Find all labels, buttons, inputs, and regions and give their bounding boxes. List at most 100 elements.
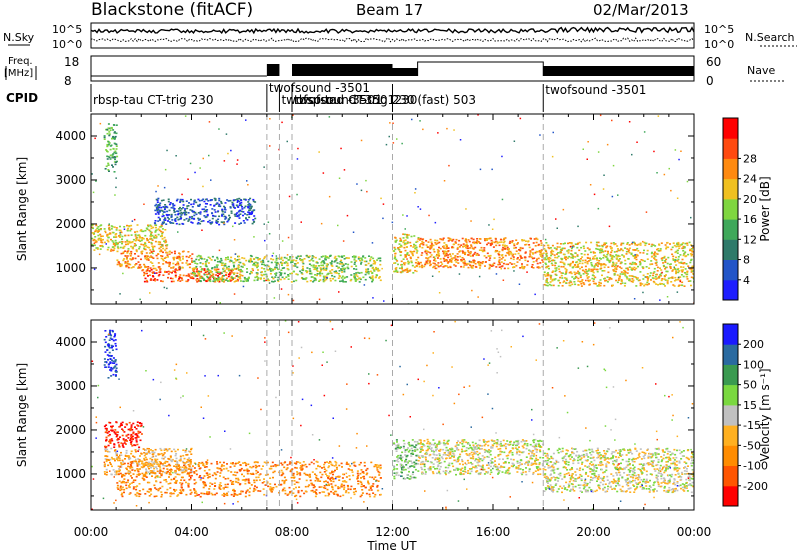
echo-cell [400, 240, 403, 242]
echo-cell [571, 283, 574, 286]
echo-cell [596, 259, 599, 261]
echo-cell [374, 464, 377, 466]
echo-cell [292, 259, 295, 261]
echo-cell [161, 280, 164, 283]
echo-cell [289, 257, 291, 259]
echo-cell [162, 274, 165, 276]
echo-cell [455, 242, 457, 244]
echo-cell [190, 474, 193, 477]
echo-cell [598, 259, 601, 262]
echo-cell [142, 464, 145, 467]
echo-cell [311, 471, 314, 473]
echo-cell [591, 265, 594, 267]
echo-cell [118, 241, 121, 243]
echo-cell [136, 224, 139, 226]
echo-cell [135, 495, 138, 497]
echo-cell [281, 264, 283, 266]
echo-cell [659, 267, 661, 269]
echo-cell [315, 493, 318, 495]
echo-cell [429, 260, 432, 262]
echo-cell [263, 478, 265, 480]
echo-cell [424, 263, 427, 266]
echo-cell [256, 257, 259, 259]
echo-cell [673, 259, 676, 261]
echo-cell [605, 242, 608, 244]
echo-cell [466, 245, 469, 248]
echo-cell [344, 267, 347, 270]
echo-cell [91, 173, 93, 175]
echo-cell [280, 258, 283, 260]
echo-cell [143, 459, 146, 461]
echo-cell [609, 253, 612, 256]
echo-cell [130, 267, 133, 269]
echo-cell [106, 448, 109, 451]
echo-cell [283, 487, 286, 489]
echo-cell [232, 278, 234, 280]
echo-cell [603, 284, 606, 287]
echo-cell [122, 463, 125, 465]
echo-cell [680, 274, 683, 276]
echo-cell [150, 238, 153, 240]
echo-cell [272, 258, 275, 261]
echo-cell [546, 284, 549, 287]
echo-cell [127, 455, 130, 458]
echo-cell [179, 209, 182, 212]
echo-cell [403, 263, 406, 266]
echo-cell [181, 262, 184, 264]
echo-cell [120, 454, 123, 456]
echo-cell [528, 244, 531, 246]
echo-cell [414, 269, 417, 272]
echo-cell [121, 459, 124, 462]
echo-cell [587, 141, 589, 143]
echo-cell [177, 279, 179, 282]
echo-cell [271, 269, 274, 272]
echo-cell [180, 217, 182, 220]
echo-cell [148, 481, 151, 484]
colorbar-segment [723, 198, 738, 220]
colorbar-segment [723, 118, 738, 139]
echo-cell [105, 336, 108, 338]
echo-cell [531, 248, 534, 251]
echo-cell [411, 264, 414, 267]
echo-cell [155, 466, 157, 468]
echo-cell [661, 278, 664, 280]
echo-cell [413, 245, 416, 247]
echo-cell [448, 237, 451, 240]
echo-cell [456, 253, 459, 255]
echo-cell [162, 206, 165, 208]
echo-cell [686, 180, 689, 183]
echo-cell [111, 429, 114, 432]
echo-cell [230, 471, 233, 473]
echo-cell [434, 239, 437, 242]
echo-cell [148, 252, 151, 254]
echo-cell [690, 258, 693, 261]
echo-cell [261, 263, 264, 266]
echo-cell [208, 271, 211, 274]
echo-cell [507, 263, 510, 266]
echo-cell [252, 258, 255, 260]
echo-cell [566, 257, 569, 260]
echo-cell [117, 488, 120, 490]
echo-cell [130, 433, 133, 436]
echo-cell [138, 463, 141, 466]
echo-cell [628, 121, 631, 123]
echo-cell [654, 276, 657, 278]
echo-cell [251, 222, 254, 225]
echo-cell [174, 472, 177, 475]
echo-cell [157, 213, 160, 215]
echo-cell [216, 461, 218, 463]
echo-cell [263, 166, 265, 168]
echo-cell [113, 142, 116, 145]
echo-cell [352, 491, 355, 494]
echo-cell [155, 224, 158, 226]
echo-cell [576, 254, 579, 256]
echo-cell [142, 269, 145, 271]
echo-cell [454, 255, 457, 257]
echo-cell [619, 273, 622, 275]
echo-cell [608, 225, 611, 228]
echo-cell [426, 254, 429, 256]
echo-cell [647, 276, 650, 279]
echo-cell [194, 495, 197, 497]
echo-cell [649, 263, 652, 265]
echo-cell [114, 334, 116, 337]
